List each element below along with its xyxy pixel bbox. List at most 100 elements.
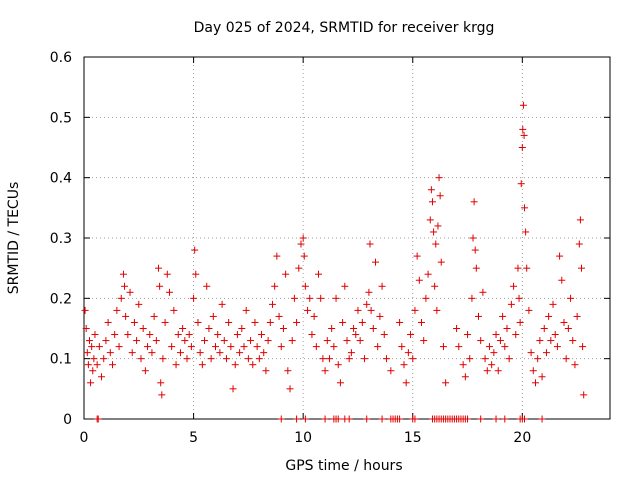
data-point [398,343,406,351]
tick-layer: 0 0.1 0.2 0.3 0.4 0.5 0.6 0 5 10 15 20 [50,50,610,446]
data-point [284,367,292,375]
data-point [560,318,568,326]
data-point [516,318,524,326]
data-point [426,216,434,224]
data-point [387,367,395,375]
data-point [382,355,390,363]
data-point [84,361,92,369]
data-point [580,391,588,399]
data-point [222,355,230,363]
data-point [334,415,342,423]
data-points [81,101,588,423]
data-point [411,306,419,314]
data-point [402,379,410,387]
data-point [251,318,259,326]
data-point [358,318,366,326]
data-point [442,379,450,387]
data-point [94,415,102,423]
data-point [207,355,215,363]
data-point [525,306,533,314]
data-point [520,131,528,139]
data-point [510,282,518,290]
data-point [464,331,472,339]
data-point [519,101,527,109]
data-point [133,337,141,345]
data-point [363,300,371,308]
data-point [521,204,529,212]
data-point [409,355,417,363]
data-point [494,367,502,375]
data-point [141,367,149,375]
data-point [436,192,444,200]
data-point [496,337,504,345]
data-point [418,318,426,326]
data-point [369,325,377,332]
data-point [363,415,371,423]
data-point [432,240,440,248]
data-point [374,343,382,351]
data-point [536,337,544,345]
data-point [304,306,312,314]
data-point [102,337,110,345]
data-point [163,270,171,278]
data-point [91,331,99,339]
data-point [111,331,119,339]
data-point [277,415,285,423]
data-point [538,415,546,423]
data-point [82,325,90,332]
data-point [312,343,320,351]
data-point [244,355,252,363]
data-point [492,331,500,339]
data-point [499,312,507,320]
data-point [203,282,211,290]
data-point [341,282,349,290]
data-point [146,331,154,339]
data-point [356,337,364,345]
data-point [512,331,520,339]
data-point [100,355,108,363]
data-point [181,337,189,345]
data-point [260,349,268,357]
data-point [343,337,351,345]
data-point [216,349,224,357]
data-point [286,385,294,393]
data-point [534,355,542,363]
data-point [158,391,166,399]
data-point [503,325,511,332]
data-point [321,367,329,375]
y-tick-label: 0 [63,412,72,428]
data-point [89,367,97,375]
y-axis-label: SRMTID / TECUs [6,182,22,295]
data-point [542,349,550,357]
data-point [124,331,132,339]
data-point [240,343,248,351]
data-point [113,306,121,314]
data-point [549,300,557,308]
data-point [562,355,570,363]
data-point [297,240,305,248]
data-point [523,264,531,272]
data-point [87,379,95,387]
x-tick-label: 10 [294,430,312,446]
plot-frame [83,56,611,420]
data-point [174,331,182,339]
data-point [576,216,584,224]
data-point [187,343,195,351]
data-point [144,343,152,351]
data-point [229,385,237,393]
data-point [350,325,358,332]
data-point [192,270,200,278]
data-point [515,294,523,302]
data-point [196,349,204,357]
data-point [104,318,112,326]
data-point [194,318,202,326]
data-point [137,355,145,363]
data-point [315,270,323,278]
x-axis-label: GPS time / hours [285,458,402,474]
data-point [190,294,198,302]
data-point [172,361,180,369]
data-point [540,325,548,332]
data-point [439,343,447,351]
data-point [518,144,526,151]
data-point [255,355,263,363]
